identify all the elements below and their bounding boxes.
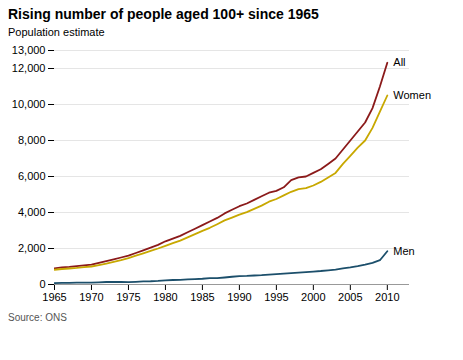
- svg-text:2000: 2000: [301, 291, 325, 303]
- svg-text:2010: 2010: [375, 291, 399, 303]
- svg-text:13,000: 13,000: [12, 44, 46, 56]
- svg-text:2005: 2005: [338, 291, 362, 303]
- svg-text:4,000: 4,000: [18, 206, 46, 218]
- svg-text:Women: Women: [393, 89, 431, 101]
- svg-text:1970: 1970: [79, 291, 103, 303]
- svg-text:8,000: 8,000: [18, 134, 46, 146]
- svg-text:12,000: 12,000: [12, 62, 46, 74]
- svg-text:2,000: 2,000: [18, 242, 46, 254]
- svg-text:10,000: 10,000: [12, 98, 46, 110]
- svg-text:1965: 1965: [42, 291, 66, 303]
- html-text:Rising number of people aged 1: Rising number of people aged 100+ since …: [8, 6, 319, 22]
- svg-text:0: 0: [39, 278, 45, 290]
- svg-text:1990: 1990: [227, 291, 251, 303]
- svg-text:1995: 1995: [264, 291, 288, 303]
- svg-text:1980: 1980: [153, 291, 177, 303]
- svg-text:1975: 1975: [116, 291, 140, 303]
- svg-text:1985: 1985: [190, 291, 214, 303]
- svg-text:6,000: 6,000: [18, 170, 46, 182]
- html-text:Population estimate: Population estimate: [8, 26, 105, 38]
- svg-text:All: All: [393, 56, 405, 68]
- svg-text:Men: Men: [393, 245, 414, 257]
- html-text:Source: ONS: Source: ONS: [8, 312, 67, 323]
